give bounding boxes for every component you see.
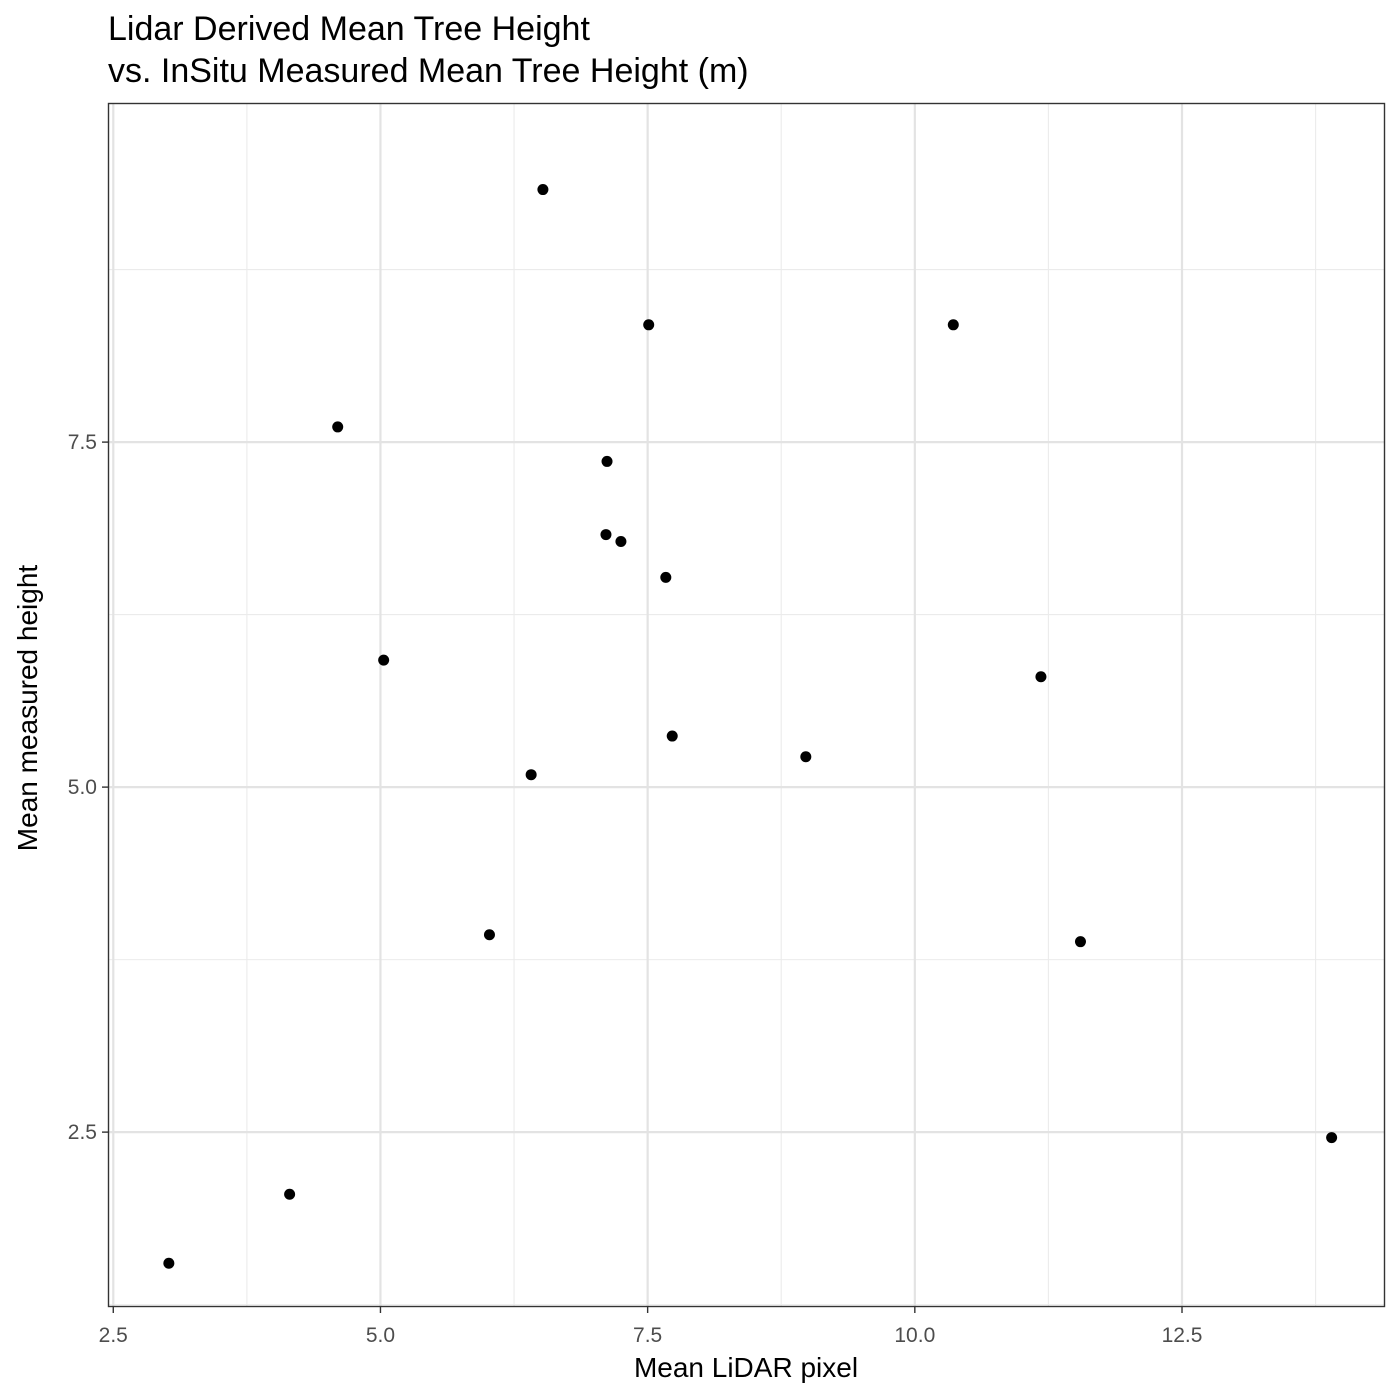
- data-point: [601, 455, 613, 467]
- x-tick-label: 2.5: [99, 1324, 128, 1347]
- data-point: [163, 1257, 175, 1269]
- data-point: [378, 654, 390, 666]
- plot-panel-border: [107, 102, 1386, 1308]
- data-point: [332, 421, 344, 433]
- data-point: [1326, 1132, 1338, 1144]
- data-point: [643, 319, 655, 331]
- data-point: [483, 929, 495, 941]
- x-tick-label: 7.5: [633, 1324, 662, 1347]
- y-axis-label: Mean measured height: [12, 564, 43, 852]
- minor-gridlines: [109, 104, 1384, 1306]
- data-point: [525, 769, 537, 781]
- data-point: [666, 730, 678, 742]
- y-axis-ticks: 2.5 5.0 7.5: [68, 431, 109, 1144]
- data-point: [600, 529, 612, 541]
- data-point: [284, 1188, 296, 1200]
- x-tick-label: 5.0: [366, 1324, 395, 1347]
- data-point: [1035, 671, 1047, 683]
- y-tick-label: 5.0: [68, 776, 97, 799]
- x-tick-label: 12.5: [1162, 1324, 1203, 1347]
- data-point: [947, 319, 959, 331]
- y-tick-label: 2.5: [68, 1121, 97, 1144]
- x-axis-label: Mean LiDAR pixel: [633, 1352, 859, 1383]
- data-point: [1074, 936, 1086, 948]
- chart-title: Lidar Derived Mean Tree Height: [108, 10, 590, 48]
- chart-subtitle: vs. InSitu Measured Mean Tree Height (m): [108, 52, 749, 90]
- data-point: [660, 571, 672, 583]
- data-point: [800, 751, 812, 763]
- x-axis-ticks: 2.5 5.0 7.5 10.0 12.5: [99, 1306, 1203, 1347]
- x-tick-label: 10.0: [894, 1324, 935, 1347]
- y-tick-label: 7.5: [68, 431, 97, 454]
- major-gridlines: [109, 104, 1384, 1306]
- data-points: [163, 184, 1338, 1269]
- data-point: [615, 535, 627, 547]
- data-point: [537, 184, 549, 196]
